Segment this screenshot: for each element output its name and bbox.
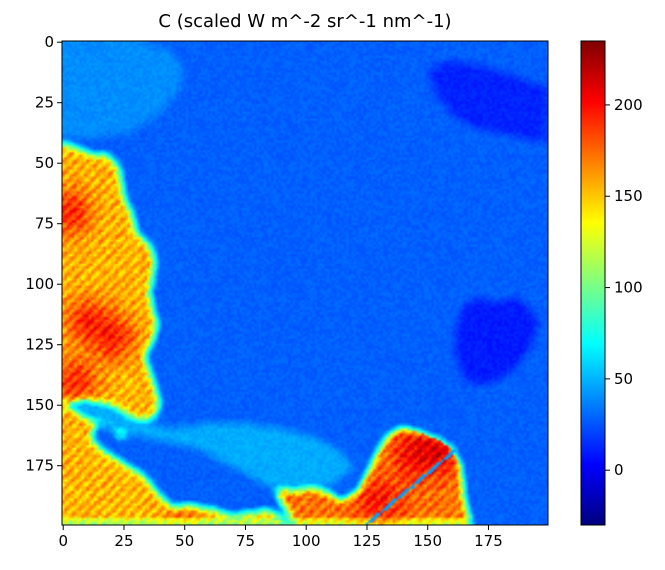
y-tick-label: 25: [35, 94, 54, 112]
x-tick-label: 150: [413, 532, 442, 550]
colorbar-tick-label: 200: [614, 96, 643, 114]
colorbar-tick-label: 150: [614, 187, 643, 205]
y-axis: 0 25 50 75 100 125 150 175: [25, 33, 62, 475]
y-tick-label: 0: [44, 33, 54, 51]
x-axis: 0 25 50 75 100 125 150 175: [58, 525, 503, 550]
y-tick-label: 125: [25, 336, 54, 354]
x-tick-label: 125: [353, 532, 382, 550]
plot-frame: [61, 40, 549, 526]
chart-title: C (scaled W m^-2 sr^-1 nm^-1): [158, 11, 451, 32]
colorbar-tick-label: 100: [614, 279, 643, 297]
x-tick-label: 50: [175, 532, 194, 550]
colorbar-tick-label: 0: [614, 461, 624, 479]
colorbar-tick-label: 50: [614, 370, 633, 388]
x-tick-label: 100: [292, 532, 321, 550]
heatmap-image-container: [62, 41, 548, 525]
y-tick-label: 75: [35, 215, 54, 233]
x-tick-label: 175: [474, 532, 503, 550]
x-tick-label: 75: [236, 532, 255, 550]
x-tick-label: 25: [114, 532, 133, 550]
y-tick-label: 150: [25, 396, 54, 414]
heatmap-image: [62, 41, 548, 525]
colorbar-axis: 0 50 100 150 200: [605, 96, 643, 479]
y-tick-label: 100: [25, 275, 54, 293]
colorbar: [580, 40, 606, 526]
x-tick-label: 0: [58, 532, 68, 550]
y-tick-label: 50: [35, 154, 54, 172]
y-tick-label: 175: [25, 457, 54, 475]
